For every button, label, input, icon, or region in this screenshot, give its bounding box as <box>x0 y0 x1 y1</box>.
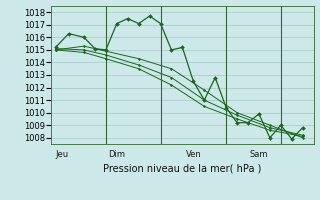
Text: Dim: Dim <box>108 150 125 159</box>
Text: Ven: Ven <box>186 150 201 159</box>
Text: Sam: Sam <box>250 150 268 159</box>
X-axis label: Pression niveau de la mer( hPa ): Pression niveau de la mer( hPa ) <box>103 163 261 173</box>
Text: Jeu: Jeu <box>56 150 69 159</box>
